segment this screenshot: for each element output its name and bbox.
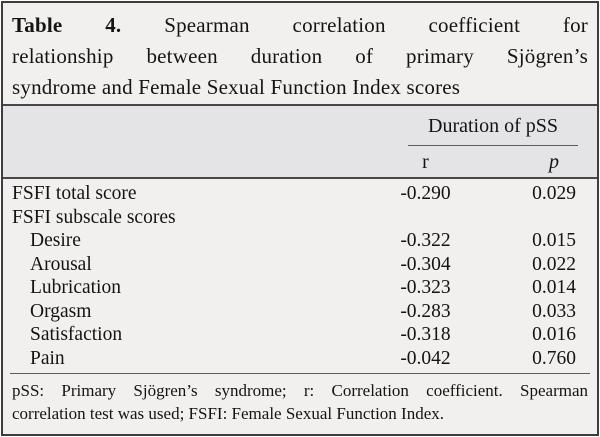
row-r-value: -0.322 [400, 230, 451, 251]
row-label: Desire [30, 230, 81, 251]
row-p-value: 0.033 [532, 300, 576, 322]
footnote-divider-rule [10, 373, 590, 374]
row-label: FSFI subscale scores [12, 206, 176, 228]
table-body: FSFI total score -0.290 0.029 FSFI subsc… [3, 179, 597, 373]
table-row: FSFI subscale scores [3, 206, 597, 230]
table-row: Satisfaction -0.318 0.016 [3, 323, 597, 347]
caption-line-1-text: Spearman correlation coefficient for [164, 13, 588, 37]
table-row: Lubrication -0.323 0.014 [3, 276, 597, 300]
table-number: Table 4. [12, 13, 122, 37]
footnote-line-2: correlation test was used; FSFI: Female … [12, 404, 445, 423]
column-group-underline [408, 145, 578, 146]
caption-line-2: relationship between duration of primary… [12, 44, 588, 68]
row-label: Orgasm [30, 300, 92, 322]
row-p-value: 0.016 [532, 324, 576, 345]
table-row: Pain -0.042 0.760 [3, 347, 597, 371]
row-r-value: -0.290 [400, 183, 451, 204]
row-p-value: 0.015 [532, 230, 576, 251]
row-label: FSFI total score [12, 183, 137, 204]
row-r-value: -0.318 [400, 324, 451, 345]
column-header-band: Duration of pSS r p [3, 106, 597, 177]
row-r-value [388, 206, 463, 230]
row-label: Arousal [30, 253, 92, 275]
row-p-value [463, 206, 593, 230]
row-label: Pain [30, 347, 65, 369]
row-label: Satisfaction [30, 324, 123, 345]
table-footnote: pSS: Primary Sjögren’s syndrome; r: Corr… [3, 374, 597, 431]
column-header-p: p [549, 151, 559, 173]
row-p-value: 0.022 [532, 253, 576, 275]
caption-line-1: Table 4. Spearman correlation coefficien… [12, 10, 588, 41]
column-header-r: r [422, 151, 429, 173]
header-divider-rule [3, 177, 597, 179]
row-p-value: 0.760 [532, 347, 576, 369]
row-r-value: -0.283 [400, 300, 451, 322]
row-p-value: 0.014 [532, 277, 576, 298]
column-group-header: Duration of pSS [428, 115, 558, 137]
row-r-value: -0.042 [400, 347, 451, 369]
row-label: Lubrication [30, 277, 121, 298]
footnote-line-1: pSS: Primary Sjögren’s syndrome; r: Corr… [12, 381, 588, 400]
caption-divider-rule [3, 104, 597, 106]
table-row: Arousal -0.304 0.022 [3, 253, 597, 277]
row-p-value: 0.029 [532, 183, 576, 204]
row-r-value: -0.304 [400, 253, 451, 275]
row-r-value: -0.323 [400, 277, 451, 298]
table-row: Desire -0.322 0.015 [3, 229, 597, 253]
table-row: FSFI total score -0.290 0.029 [3, 182, 597, 206]
caption-line-3: syndrome and Female Sexual Function Inde… [12, 75, 461, 99]
table-row: Orgasm -0.283 0.033 [3, 300, 597, 324]
table-caption: Table 4. Spearman correlation coefficien… [3, 3, 597, 104]
